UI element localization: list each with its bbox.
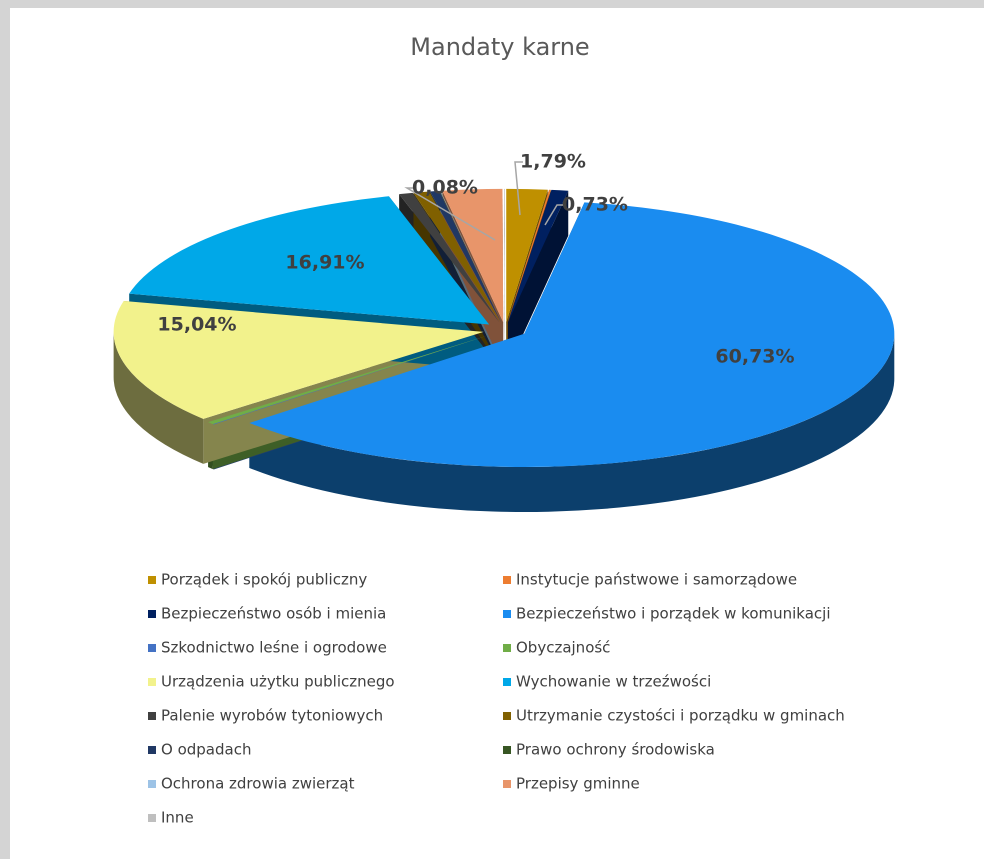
legend-swatch <box>148 610 156 618</box>
slice <box>413 191 501 323</box>
legend-swatch <box>503 576 511 584</box>
data-label: 1,79% <box>520 151 586 173</box>
slice <box>399 192 500 323</box>
legend-swatch <box>503 746 511 754</box>
slice-side <box>249 333 895 513</box>
legend-swatch <box>503 678 511 686</box>
legend-swatch <box>148 576 156 584</box>
slice <box>507 189 551 323</box>
legend-swatch <box>503 644 511 652</box>
legend-swatch <box>148 678 156 686</box>
data-label: 15,04% <box>157 314 236 336</box>
slice <box>506 188 548 323</box>
legend-label: Inne <box>161 809 194 827</box>
legend-label: Szkodnictwo leśne i ogrodowe <box>161 639 387 657</box>
slice-wall <box>508 190 569 368</box>
legend-label: Urządzenia użytku publicznego <box>161 673 395 691</box>
legend-label: Obyczajność <box>516 639 610 657</box>
slice <box>212 335 489 425</box>
legend-label: Porządek i spokój publiczny <box>161 571 367 589</box>
legend-label: Palenie wyrobów tytoniowych <box>161 707 383 725</box>
legend-swatch <box>148 712 156 720</box>
slice <box>440 190 502 323</box>
slice <box>249 202 895 468</box>
slice <box>430 190 502 323</box>
legend-swatch <box>503 610 511 618</box>
legend-swatch <box>503 712 511 720</box>
legend-label: Ochrona zdrowia zwierząt <box>161 775 355 793</box>
legend-label: Bezpieczeństwo osób i mienia <box>161 605 386 623</box>
legend-swatch <box>148 814 156 822</box>
slice-side <box>113 331 204 464</box>
chart-title: Mandaty karne <box>410 33 589 61</box>
slice <box>129 196 490 325</box>
slice <box>442 188 504 323</box>
legend-label: Prawo ochrony środowiska <box>516 741 715 759</box>
data-label: 60,73% <box>715 346 794 368</box>
slice <box>508 189 569 323</box>
data-label: 16,91% <box>285 252 364 274</box>
slice-wall <box>504 188 505 368</box>
legend-swatch <box>503 780 511 788</box>
slice <box>113 301 484 419</box>
legend-label: Utrzymanie czystości i porządku w gminac… <box>516 707 845 725</box>
slice <box>439 190 502 323</box>
data-label: 0,73% <box>562 194 628 216</box>
data-label: 0,08% <box>412 177 478 199</box>
leader-line <box>514 161 523 216</box>
legend-label: Wychowanie w trzeźwości <box>516 673 711 691</box>
legend-label: Przepisy gminne <box>516 775 640 793</box>
legend-label: Bezpieczeństwo i porządek w komunikacji <box>516 605 831 623</box>
slice <box>208 335 489 425</box>
legend-swatch <box>148 644 156 652</box>
legend-label: O odpadach <box>161 741 251 759</box>
slice <box>504 188 505 323</box>
legend-swatch <box>148 780 156 788</box>
legend-swatch <box>148 746 156 754</box>
leader-line <box>544 204 565 226</box>
leader-line <box>404 187 496 241</box>
legend-label: Instytucje państwowe i samorządowe <box>516 571 797 589</box>
